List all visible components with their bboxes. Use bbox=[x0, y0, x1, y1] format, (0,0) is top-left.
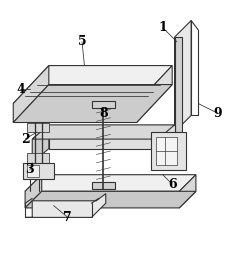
Polygon shape bbox=[13, 84, 172, 122]
Polygon shape bbox=[174, 37, 182, 132]
Polygon shape bbox=[23, 163, 54, 180]
Text: 2: 2 bbox=[21, 133, 30, 146]
Polygon shape bbox=[13, 65, 172, 103]
Polygon shape bbox=[25, 194, 106, 217]
Polygon shape bbox=[32, 125, 49, 163]
Polygon shape bbox=[179, 175, 196, 208]
Text: 4: 4 bbox=[16, 83, 25, 96]
Polygon shape bbox=[25, 191, 196, 208]
Text: 3: 3 bbox=[25, 163, 34, 176]
Polygon shape bbox=[91, 182, 115, 189]
Text: 1: 1 bbox=[158, 21, 167, 34]
Polygon shape bbox=[174, 21, 191, 132]
Text: 7: 7 bbox=[63, 211, 72, 224]
Polygon shape bbox=[28, 165, 39, 177]
Polygon shape bbox=[28, 153, 49, 163]
Polygon shape bbox=[156, 137, 177, 165]
Polygon shape bbox=[28, 122, 49, 132]
Text: 5: 5 bbox=[78, 35, 86, 48]
Polygon shape bbox=[137, 65, 172, 122]
Polygon shape bbox=[32, 125, 174, 139]
Polygon shape bbox=[91, 101, 115, 108]
Text: 9: 9 bbox=[213, 106, 222, 120]
Polygon shape bbox=[49, 125, 174, 149]
Polygon shape bbox=[13, 65, 49, 122]
Polygon shape bbox=[151, 132, 186, 170]
Polygon shape bbox=[25, 175, 42, 208]
Polygon shape bbox=[25, 175, 196, 191]
Text: 6: 6 bbox=[168, 178, 176, 191]
Text: 8: 8 bbox=[99, 106, 108, 120]
